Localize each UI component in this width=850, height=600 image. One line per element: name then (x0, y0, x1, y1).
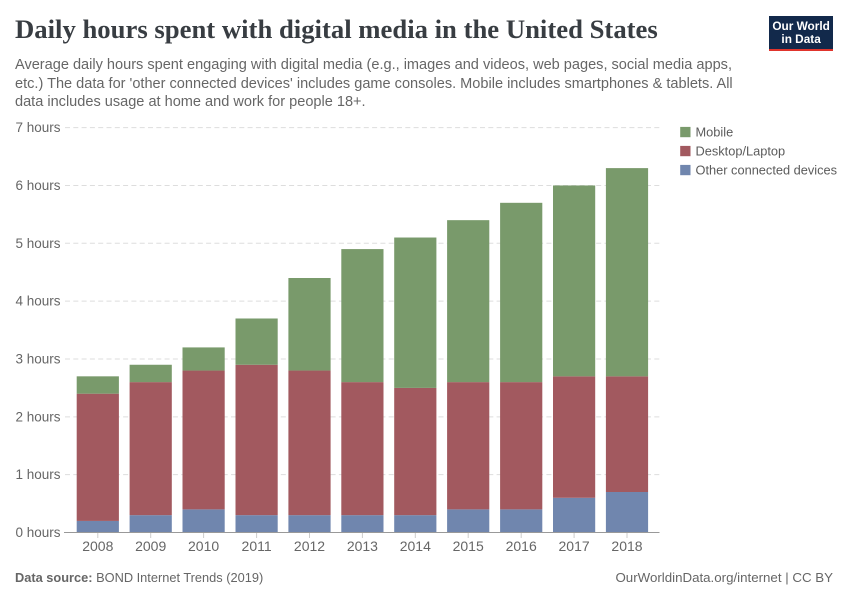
svg-text:1 hours: 1 hours (15, 467, 60, 482)
svg-text:2013: 2013 (347, 538, 378, 554)
svg-text:2014: 2014 (400, 538, 431, 554)
svg-text:Desktop/Laptop: Desktop/Laptop (696, 143, 786, 158)
svg-text:2016: 2016 (506, 538, 537, 554)
svg-text:2009: 2009 (135, 538, 166, 554)
svg-text:Other connected devices: Other connected devices (696, 162, 838, 177)
svg-text:2010: 2010 (188, 538, 219, 554)
svg-text:4 hours: 4 hours (15, 294, 60, 309)
svg-text:2 hours: 2 hours (15, 409, 60, 424)
svg-text:0 hours: 0 hours (15, 525, 60, 540)
svg-text:2011: 2011 (242, 538, 272, 554)
svg-text:2017: 2017 (559, 538, 590, 554)
svg-text:3 hours: 3 hours (15, 351, 60, 366)
svg-text:2018: 2018 (611, 538, 642, 554)
svg-text:2012: 2012 (294, 538, 325, 554)
svg-text:Mobile: Mobile (696, 124, 734, 139)
svg-text:2015: 2015 (453, 538, 484, 554)
svg-text:6 hours: 6 hours (15, 178, 60, 193)
svg-text:2008: 2008 (82, 538, 113, 554)
svg-text:5 hours: 5 hours (15, 236, 60, 251)
svg-text:7 hours: 7 hours (15, 120, 60, 135)
